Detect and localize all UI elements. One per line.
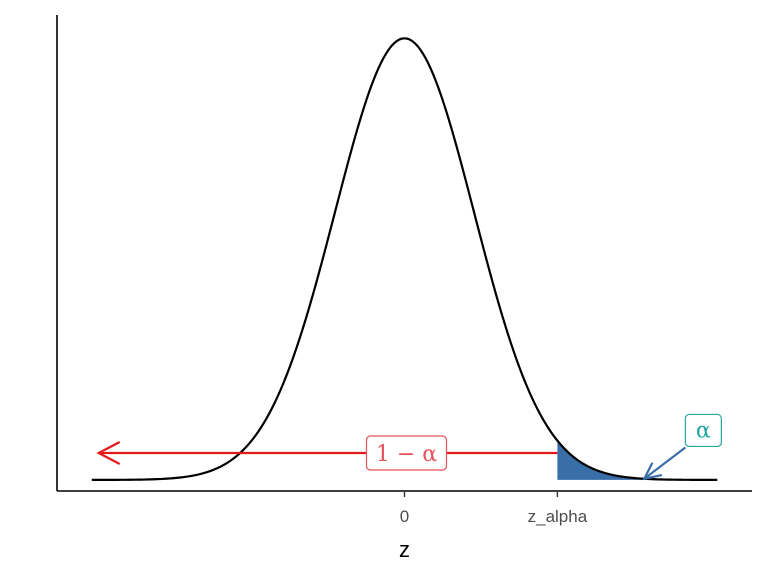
one-minus-alpha-label: 1 − α bbox=[376, 442, 437, 467]
one-minus-alpha-label-box bbox=[365, 435, 448, 471]
x-ticks: 0 z_alpha bbox=[400, 491, 588, 526]
one-minus-alpha-arrowhead bbox=[96, 441, 121, 466]
plot-area: 1 − α α bbox=[91, 37, 722, 482]
x-axis-title: z bbox=[399, 537, 410, 562]
annotations: 1 − α α bbox=[96, 413, 722, 481]
axes: 0 z_alpha z bbox=[56, 15, 752, 562]
alpha-arrowhead bbox=[642, 462, 663, 481]
density-curve bbox=[91, 37, 718, 482]
x-tick-label: z_alpha bbox=[528, 507, 588, 526]
alpha-shaded-region bbox=[557, 440, 718, 480]
alpha-label-box bbox=[684, 413, 722, 448]
alpha-label: α bbox=[696, 418, 711, 443]
x-tick-label: 0 bbox=[400, 507, 409, 526]
alpha-arrow-line bbox=[643, 446, 687, 480]
